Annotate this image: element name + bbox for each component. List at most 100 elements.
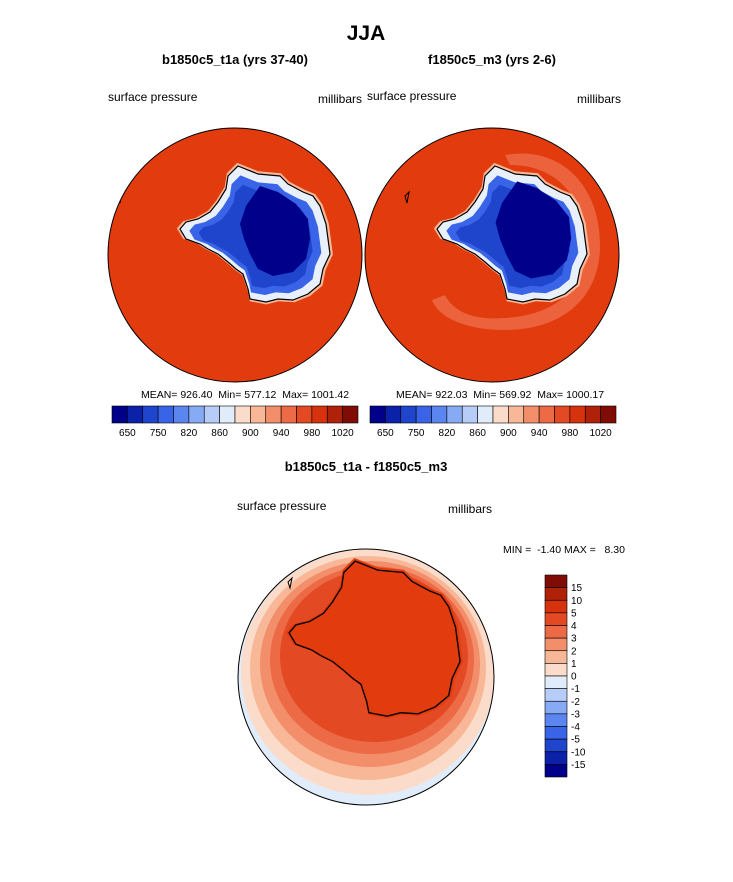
panel-3-colorbar-tick-11: -4 bbox=[571, 722, 580, 733]
panel-2-colorbar-swatch-1 bbox=[385, 405, 402, 424]
panel-3-colorbar-tick-6: 1 bbox=[571, 659, 577, 670]
panel-3-colorbar-tick-12: -5 bbox=[571, 735, 580, 746]
panel-3-colorbar-tick-7: 0 bbox=[571, 672, 577, 683]
panel-1-right-label: millibars bbox=[318, 92, 362, 106]
panel-2-outer-ring bbox=[432, 153, 600, 330]
panel-1-colorbar-swatch-14 bbox=[326, 405, 343, 424]
panel-1-colorbar-swatch-13 bbox=[311, 405, 328, 424]
panel-1-colorbar-tick-3: 860 bbox=[211, 428, 228, 439]
panel-1: b1850c5_t1a (yrs 37-40) surface pressure… bbox=[107, 52, 363, 439]
panel-2-colorbar-tick-2: 820 bbox=[439, 428, 456, 439]
panel-3-colorbar-swatch-7 bbox=[544, 663, 568, 677]
panel-1-colorbar-swatch-0 bbox=[111, 405, 128, 424]
panel-1-colorbar-tick-4: 900 bbox=[242, 428, 259, 439]
panel-2-colorbar-swatch-9 bbox=[508, 405, 525, 424]
panel-2-colorbar-tick-1: 750 bbox=[408, 428, 425, 439]
panel-2-right-label: millibars bbox=[577, 92, 621, 106]
panel-3-colorbar-swatch-1 bbox=[544, 587, 568, 601]
panel-3-colorbar-swatch-6 bbox=[544, 650, 568, 664]
panel-2-colorbar-tick-6: 980 bbox=[562, 428, 579, 439]
panel-1-colorbar-tick-2: 820 bbox=[181, 428, 198, 439]
panel-3-colorbar-swatch-3 bbox=[544, 612, 568, 626]
panel-2-colorbar-swatch-4 bbox=[431, 405, 448, 424]
panel-1-left-label: surface pressure bbox=[108, 90, 198, 104]
panel-3-colorbar-tick-4: 3 bbox=[571, 634, 577, 645]
panel-2-colorbar-swatch-11 bbox=[538, 405, 555, 424]
panel-2-left-label: surface pressure bbox=[367, 89, 457, 103]
panel-3-colorbar-swatch-13 bbox=[544, 738, 568, 753]
panel-3-colorbar-tick-14: -15 bbox=[571, 760, 586, 771]
panel-3-colorbar-tick-2: 5 bbox=[571, 608, 577, 619]
panel-2-colorbar-swatch-15 bbox=[600, 405, 617, 424]
panel-3-stats: MIN = -1.40 MAX = 8.30 bbox=[503, 544, 625, 556]
panel-1-colorbar-tick-0: 650 bbox=[119, 428, 136, 439]
panel-3-colorbar-tick-13: -10 bbox=[571, 747, 586, 758]
panel-1-colorbar-swatch-9 bbox=[250, 405, 267, 424]
panel-3-map-boundary bbox=[237, 548, 495, 806]
panel-2-colorbar-swatch-0 bbox=[369, 405, 386, 424]
panel-2-colorbar-swatch-14 bbox=[584, 405, 601, 424]
panel-2-colorbar-swatch-8 bbox=[492, 405, 509, 424]
panel-1-colorbar-swatch-8 bbox=[234, 405, 251, 424]
panel-3-colorbar-swatch-4 bbox=[544, 625, 568, 639]
panel-1-map-boundary bbox=[107, 127, 363, 383]
panel-3-colorbar-swatch-2 bbox=[544, 599, 568, 614]
panel-2: f1850c5_m3 (yrs 2-6) surface pressure mi… bbox=[364, 52, 621, 439]
panel-3: b1850c5_t1a - f1850c5_m3 surface pressur… bbox=[237, 459, 625, 806]
panel-1-colorbar-tick-6: 980 bbox=[304, 428, 321, 439]
panel-2-title: f1850c5_m3 (yrs 2-6) bbox=[428, 52, 556, 67]
panel-1-colorbar-swatch-4 bbox=[173, 405, 190, 424]
panel-3-colorbar-swatch-14 bbox=[544, 751, 568, 765]
panel-2-colorbar-swatch-13 bbox=[569, 405, 586, 424]
panel-1-title: b1850c5_t1a (yrs 37-40) bbox=[162, 52, 308, 67]
panel-3-colorbar-tick-1: 10 bbox=[571, 596, 583, 607]
panel-1-colorbar-swatch-10 bbox=[265, 405, 282, 424]
panel-3-colorbar-swatch-10 bbox=[544, 700, 568, 715]
panel-3-colorbar-tick-3: 4 bbox=[571, 621, 577, 632]
panel-2-south-america-tip bbox=[404, 190, 410, 204]
panel-3-title: b1850c5_t1a - f1850c5_m3 bbox=[285, 459, 448, 474]
panel-2-colorbar-swatch-7 bbox=[477, 405, 494, 424]
panel-2-colorbar: 650 750 820 860 900 940 980 1020 bbox=[369, 405, 617, 439]
panel-2-colorbar-tick-5: 940 bbox=[531, 428, 548, 439]
panel-1-colorbar-tick-7: 1020 bbox=[332, 428, 355, 439]
panel-3-colorbar-tick-9: -2 bbox=[571, 697, 580, 708]
panel-1-colorbar-swatch-1 bbox=[127, 405, 144, 424]
panel-1-colorbar-tick-5: 940 bbox=[273, 428, 290, 439]
panel-1-colorbar-swatch-15 bbox=[342, 405, 359, 424]
panel-3-colorbar-swatch-15 bbox=[544, 764, 568, 778]
panel-1-stats: MEAN= 926.40 Min= 577.12 Max= 1001.42 bbox=[141, 389, 349, 401]
panel-2-colorbar-swatch-12 bbox=[554, 405, 571, 424]
panel-2-colorbar-swatch-2 bbox=[400, 405, 417, 424]
panel-2-colorbar-tick-0: 650 bbox=[377, 428, 394, 439]
panel-3-colorbar-swatch-11 bbox=[544, 713, 568, 727]
panel-2-colorbar-swatch-10 bbox=[523, 405, 540, 424]
panel-2-stats: MEAN= 922.03 Min= 569.92 Max= 1000.17 bbox=[396, 389, 604, 401]
panel-1-colorbar-swatch-2 bbox=[142, 405, 159, 424]
panel-3-right-label: millibars bbox=[448, 502, 492, 516]
panel-1-map bbox=[108, 128, 362, 382]
panel-3-colorbar-swatch-8 bbox=[544, 675, 568, 689]
panel-2-map-boundary bbox=[364, 127, 620, 383]
panel-2-colorbar-swatch-5 bbox=[446, 405, 463, 424]
panel-2-map bbox=[365, 128, 619, 382]
panel-1-colorbar-swatch-12 bbox=[296, 405, 313, 424]
panel-3-south-america-tip bbox=[287, 576, 293, 590]
panel-1-colorbar: 650 750 820 860 900 940 980 1020 bbox=[111, 405, 359, 439]
panel-1-colorbar-swatch-3 bbox=[157, 405, 174, 424]
panel-3-colorbar-swatch-0 bbox=[544, 574, 568, 588]
figure-title: JJA bbox=[347, 22, 386, 45]
panel-3-left-label: surface pressure bbox=[237, 499, 327, 513]
panel-1-colorbar-swatch-7 bbox=[219, 405, 236, 424]
panel-3-colorbar-tick-0: 15 bbox=[571, 583, 583, 594]
panel-3-colorbar-swatch-5 bbox=[544, 637, 568, 652]
panel-2-colorbar-tick-3: 860 bbox=[469, 428, 486, 439]
panel-2-colorbar-tick-4: 900 bbox=[500, 428, 517, 439]
panel-1-colorbar-tick-1: 750 bbox=[150, 428, 167, 439]
panel-2-colorbar-tick-7: 1020 bbox=[590, 428, 613, 439]
panel-3-colorbar-tick-8: -1 bbox=[571, 684, 580, 695]
panel-3-colorbar-tick-5: 2 bbox=[571, 646, 577, 657]
panel-1-colorbar-swatch-11 bbox=[280, 405, 297, 424]
panel-1-colorbar-swatch-6 bbox=[203, 405, 220, 424]
panel-2-colorbar-swatch-6 bbox=[461, 405, 478, 424]
